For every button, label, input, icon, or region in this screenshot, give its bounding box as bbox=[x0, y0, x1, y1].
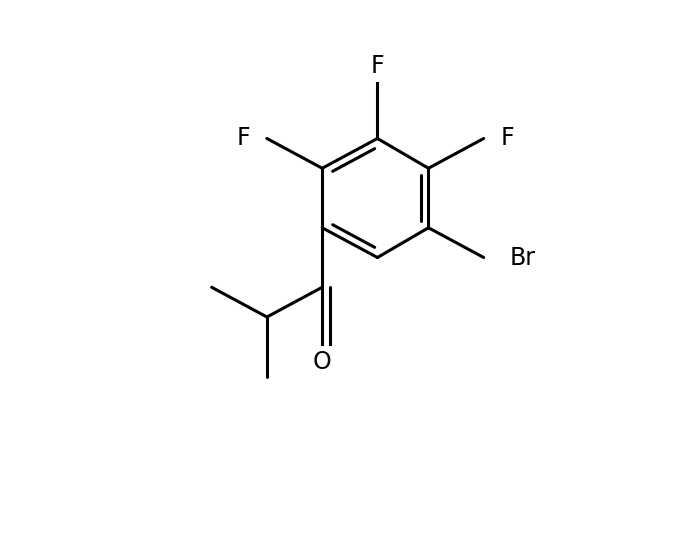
Text: F: F bbox=[237, 126, 250, 151]
Text: F: F bbox=[370, 54, 384, 78]
Text: O: O bbox=[313, 349, 332, 374]
Text: F: F bbox=[500, 126, 514, 151]
Text: Br: Br bbox=[509, 246, 535, 269]
